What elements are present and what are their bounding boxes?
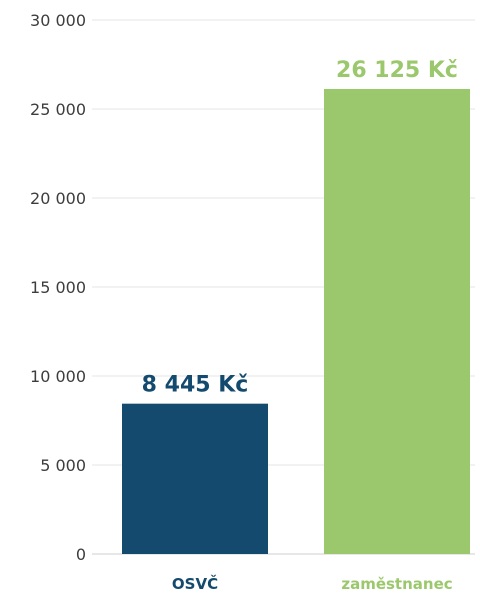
x-tick-label: OSVČ: [172, 574, 218, 593]
y-tick-label: 25 000: [30, 100, 86, 119]
data-label: 8 445 Kč: [142, 373, 249, 398]
x-axis: OSVČ zaměstnanec: [172, 574, 453, 593]
y-tick-label: 10 000: [30, 367, 86, 386]
y-tick-label: 30 000: [30, 11, 86, 30]
x-tick-label: zaměstnanec: [341, 575, 452, 593]
y-tick-label: 0: [76, 545, 86, 564]
data-label: 26 125 Kč: [336, 58, 458, 83]
bar-osvc: [122, 403, 268, 554]
y-axis: 0 5 000 10 000 15 000 20 000 25 000 30 000: [30, 11, 86, 564]
bars: [122, 88, 470, 554]
y-tick-label: 20 000: [30, 189, 86, 208]
y-tick-label: 5 000: [40, 456, 86, 475]
bar-zamestnanec: [324, 88, 470, 554]
y-tick-label: 15 000: [30, 278, 86, 297]
data-labels: 8 445 Kč 26 125 Kč: [142, 58, 458, 398]
